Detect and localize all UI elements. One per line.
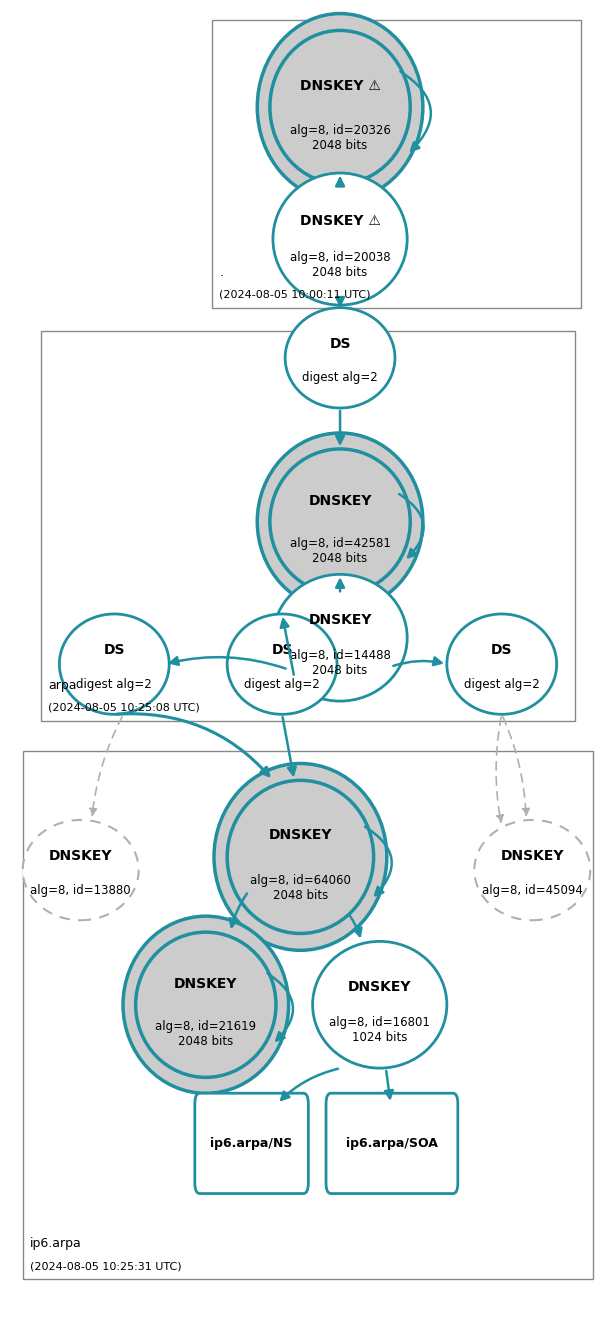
Ellipse shape — [23, 820, 139, 921]
Text: (2024-08-05 10:25:08 UTC): (2024-08-05 10:25:08 UTC) — [48, 703, 200, 713]
Ellipse shape — [273, 173, 407, 306]
Ellipse shape — [474, 820, 590, 921]
Text: DNSKEY ⚠️: DNSKEY ⚠️ — [300, 213, 381, 228]
Ellipse shape — [270, 30, 410, 184]
Text: DS: DS — [272, 643, 293, 658]
FancyBboxPatch shape — [195, 1093, 308, 1193]
Text: DNSKEY: DNSKEY — [501, 849, 564, 863]
Ellipse shape — [273, 574, 407, 701]
Ellipse shape — [227, 781, 374, 934]
Ellipse shape — [447, 614, 557, 714]
Text: DS: DS — [104, 643, 125, 658]
Text: arpa: arpa — [48, 679, 77, 692]
Text: alg=8, id=16801
1024 bits: alg=8, id=16801 1024 bits — [329, 1016, 430, 1044]
Text: alg=8, id=21619
2048 bits: alg=8, id=21619 2048 bits — [155, 1020, 256, 1048]
Text: (2024-08-05 10:00:11 UTC): (2024-08-05 10:00:11 UTC) — [219, 290, 371, 300]
Ellipse shape — [227, 614, 337, 714]
Text: digest alg=2: digest alg=2 — [244, 677, 320, 691]
Text: DS: DS — [491, 643, 512, 658]
Text: alg=8, id=42581
2048 bits: alg=8, id=42581 2048 bits — [289, 537, 390, 565]
Text: alg=8, id=20038
2048 bits: alg=8, id=20038 2048 bits — [290, 251, 390, 279]
Text: DS: DS — [329, 337, 351, 351]
Text: DNSKEY ⚠️: DNSKEY ⚠️ — [300, 78, 381, 93]
Ellipse shape — [257, 433, 423, 610]
Text: DNSKEY: DNSKEY — [268, 828, 332, 843]
Ellipse shape — [270, 448, 410, 594]
Ellipse shape — [313, 942, 447, 1068]
Ellipse shape — [285, 308, 395, 407]
Ellipse shape — [123, 916, 289, 1093]
Text: .: . — [219, 266, 223, 279]
Text: DNSKEY: DNSKEY — [348, 980, 411, 994]
Text: alg=8, id=14488
2048 bits: alg=8, id=14488 2048 bits — [289, 650, 390, 677]
Text: ip6.arpa/SOA: ip6.arpa/SOA — [346, 1136, 438, 1150]
Ellipse shape — [135, 933, 276, 1077]
FancyBboxPatch shape — [326, 1093, 458, 1193]
Text: (2024-08-05 10:25:31 UTC): (2024-08-05 10:25:31 UTC) — [30, 1261, 181, 1271]
Text: DNSKEY: DNSKEY — [308, 613, 372, 627]
Ellipse shape — [257, 13, 423, 200]
Text: alg=8, id=45094: alg=8, id=45094 — [482, 884, 583, 897]
Text: digest alg=2: digest alg=2 — [464, 677, 539, 691]
FancyBboxPatch shape — [23, 751, 593, 1279]
Text: alg=8, id=13880: alg=8, id=13880 — [31, 884, 131, 897]
Text: alg=8, id=64060
2048 bits: alg=8, id=64060 2048 bits — [250, 873, 351, 901]
Text: ip6.arpa/NS: ip6.arpa/NS — [210, 1136, 293, 1150]
Text: digest alg=2: digest alg=2 — [77, 677, 152, 691]
Text: DNSKEY: DNSKEY — [49, 849, 112, 863]
Text: digest alg=2: digest alg=2 — [302, 372, 378, 385]
Ellipse shape — [214, 763, 387, 950]
Text: DNSKEY: DNSKEY — [174, 978, 238, 991]
Text: DNSKEY: DNSKEY — [308, 495, 372, 508]
FancyBboxPatch shape — [212, 20, 581, 308]
Ellipse shape — [59, 614, 169, 714]
Text: ip6.arpa: ip6.arpa — [30, 1237, 82, 1250]
FancyBboxPatch shape — [41, 332, 575, 721]
Text: alg=8, id=20326
2048 bits: alg=8, id=20326 2048 bits — [289, 123, 390, 152]
